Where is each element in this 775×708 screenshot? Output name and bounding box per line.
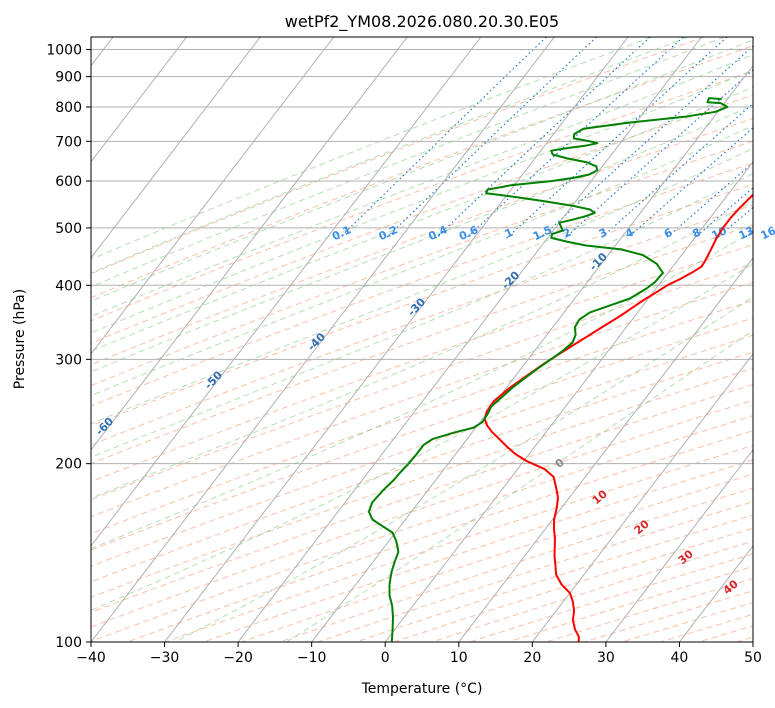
isotherm-line bbox=[605, 449, 753, 642]
dry-adiabat bbox=[241, 473, 753, 642]
plot-frame bbox=[90, 36, 754, 643]
dry-adiabat bbox=[203, 459, 753, 642]
moist-adiabat bbox=[174, 296, 753, 642]
x-tick-label: 0 bbox=[381, 650, 390, 666]
isotherm-line bbox=[458, 257, 753, 642]
dry-adiabat bbox=[279, 487, 753, 642]
moist-adiabat bbox=[91, 54, 753, 317]
dry-adiabat bbox=[91, 94, 753, 344]
x-axis: −40 −30 −20 −10 0 10 20 30 40 50 bbox=[76, 642, 762, 666]
moist-adiabat bbox=[91, 263, 753, 611]
x-tick-label: 50 bbox=[744, 650, 762, 666]
isotherm-line bbox=[384, 161, 753, 642]
y-tick-label: 1000 bbox=[46, 43, 82, 59]
dry-adiabat bbox=[317, 501, 753, 642]
moist-adiabat bbox=[91, 37, 689, 274]
x-tick-label: 10 bbox=[450, 650, 468, 666]
moist-adiabat bbox=[91, 37, 725, 288]
moist-adiabat bbox=[91, 39, 753, 302]
dry-adiabat bbox=[91, 224, 753, 465]
dewpoint-profile-line bbox=[367, 97, 729, 642]
y-tick-label: 600 bbox=[55, 174, 82, 190]
x-tick-label: 20 bbox=[523, 650, 541, 666]
x-tick-label: 30 bbox=[597, 650, 615, 666]
dry-adiabat bbox=[91, 204, 753, 446]
moist-adiabat bbox=[91, 172, 753, 458]
mixing-ratio-line bbox=[693, 187, 753, 239]
moist-adiabat bbox=[91, 147, 753, 425]
profile-series bbox=[367, 97, 753, 642]
x-tick-label: 40 bbox=[671, 650, 689, 666]
isotherm-line bbox=[91, 37, 482, 547]
y-tick-label: 700 bbox=[55, 134, 82, 150]
dry-adiabat bbox=[91, 117, 753, 366]
isotherm-line bbox=[91, 37, 408, 451]
dry-adiabat bbox=[165, 444, 753, 642]
x-tick-label: −20 bbox=[223, 650, 253, 666]
isotherm-line bbox=[237, 37, 702, 642]
isotherm-line bbox=[91, 37, 261, 259]
y-tick-label: 900 bbox=[55, 70, 82, 86]
chart-title: wetPf2_YM08.2026.080.20.30.E05 bbox=[285, 12, 559, 32]
x-tick-label: −30 bbox=[150, 650, 180, 666]
dry-adiabat bbox=[91, 140, 753, 387]
y-tick-label: 500 bbox=[55, 221, 82, 237]
dry-adiabat bbox=[91, 334, 753, 567]
y-tick-label: 100 bbox=[55, 635, 82, 651]
moist-adiabat bbox=[91, 200, 753, 499]
isotherm-line bbox=[164, 37, 629, 642]
x-tick-label: −40 bbox=[76, 650, 106, 666]
y-axis-title: Pressure (hPa) bbox=[12, 289, 28, 389]
y-tick-label: 800 bbox=[55, 100, 82, 116]
moist-adiabat bbox=[91, 125, 753, 397]
dry-adiabat bbox=[91, 317, 753, 551]
mixing-ratio-label: 16 bbox=[759, 224, 775, 242]
dry-adiabat bbox=[91, 162, 753, 407]
y-tick-label: 300 bbox=[55, 352, 82, 368]
background-lines bbox=[91, 37, 753, 642]
x-tick-label: −10 bbox=[297, 650, 327, 666]
mixing-ratio-line bbox=[465, 37, 684, 239]
mixing-ratio-label: 13 bbox=[737, 224, 756, 242]
mixing-ratio-line bbox=[385, 37, 597, 239]
isotherm-line bbox=[91, 37, 555, 642]
mixing-ratio-line bbox=[338, 37, 547, 239]
dry-adiabat bbox=[91, 183, 753, 427]
dry-adiabat bbox=[91, 244, 753, 483]
mixing-ratio-line bbox=[564, 68, 753, 239]
moist-adiabat bbox=[91, 86, 753, 352]
y-axis: 100 200 300 400 500 600 700 800 900 1000 bbox=[46, 43, 91, 651]
dry-adiabat bbox=[127, 430, 753, 642]
mixing-ratio-line bbox=[506, 37, 728, 239]
y-tick-label: 200 bbox=[55, 457, 82, 473]
y-tick-label: 400 bbox=[55, 278, 82, 294]
isotherm-line bbox=[531, 353, 753, 642]
isotherm-line bbox=[311, 64, 753, 642]
isotherm-line bbox=[91, 37, 335, 355]
isotherm-line bbox=[91, 37, 188, 163]
moist-adiabat bbox=[286, 329, 753, 642]
mixing-ratio-line bbox=[600, 102, 753, 239]
dry-adiabat bbox=[91, 37, 705, 275]
dry-adiabat bbox=[91, 45, 753, 299]
moist-adiabat bbox=[91, 104, 753, 373]
x-axis-title: Temperature (°C) bbox=[361, 681, 483, 697]
